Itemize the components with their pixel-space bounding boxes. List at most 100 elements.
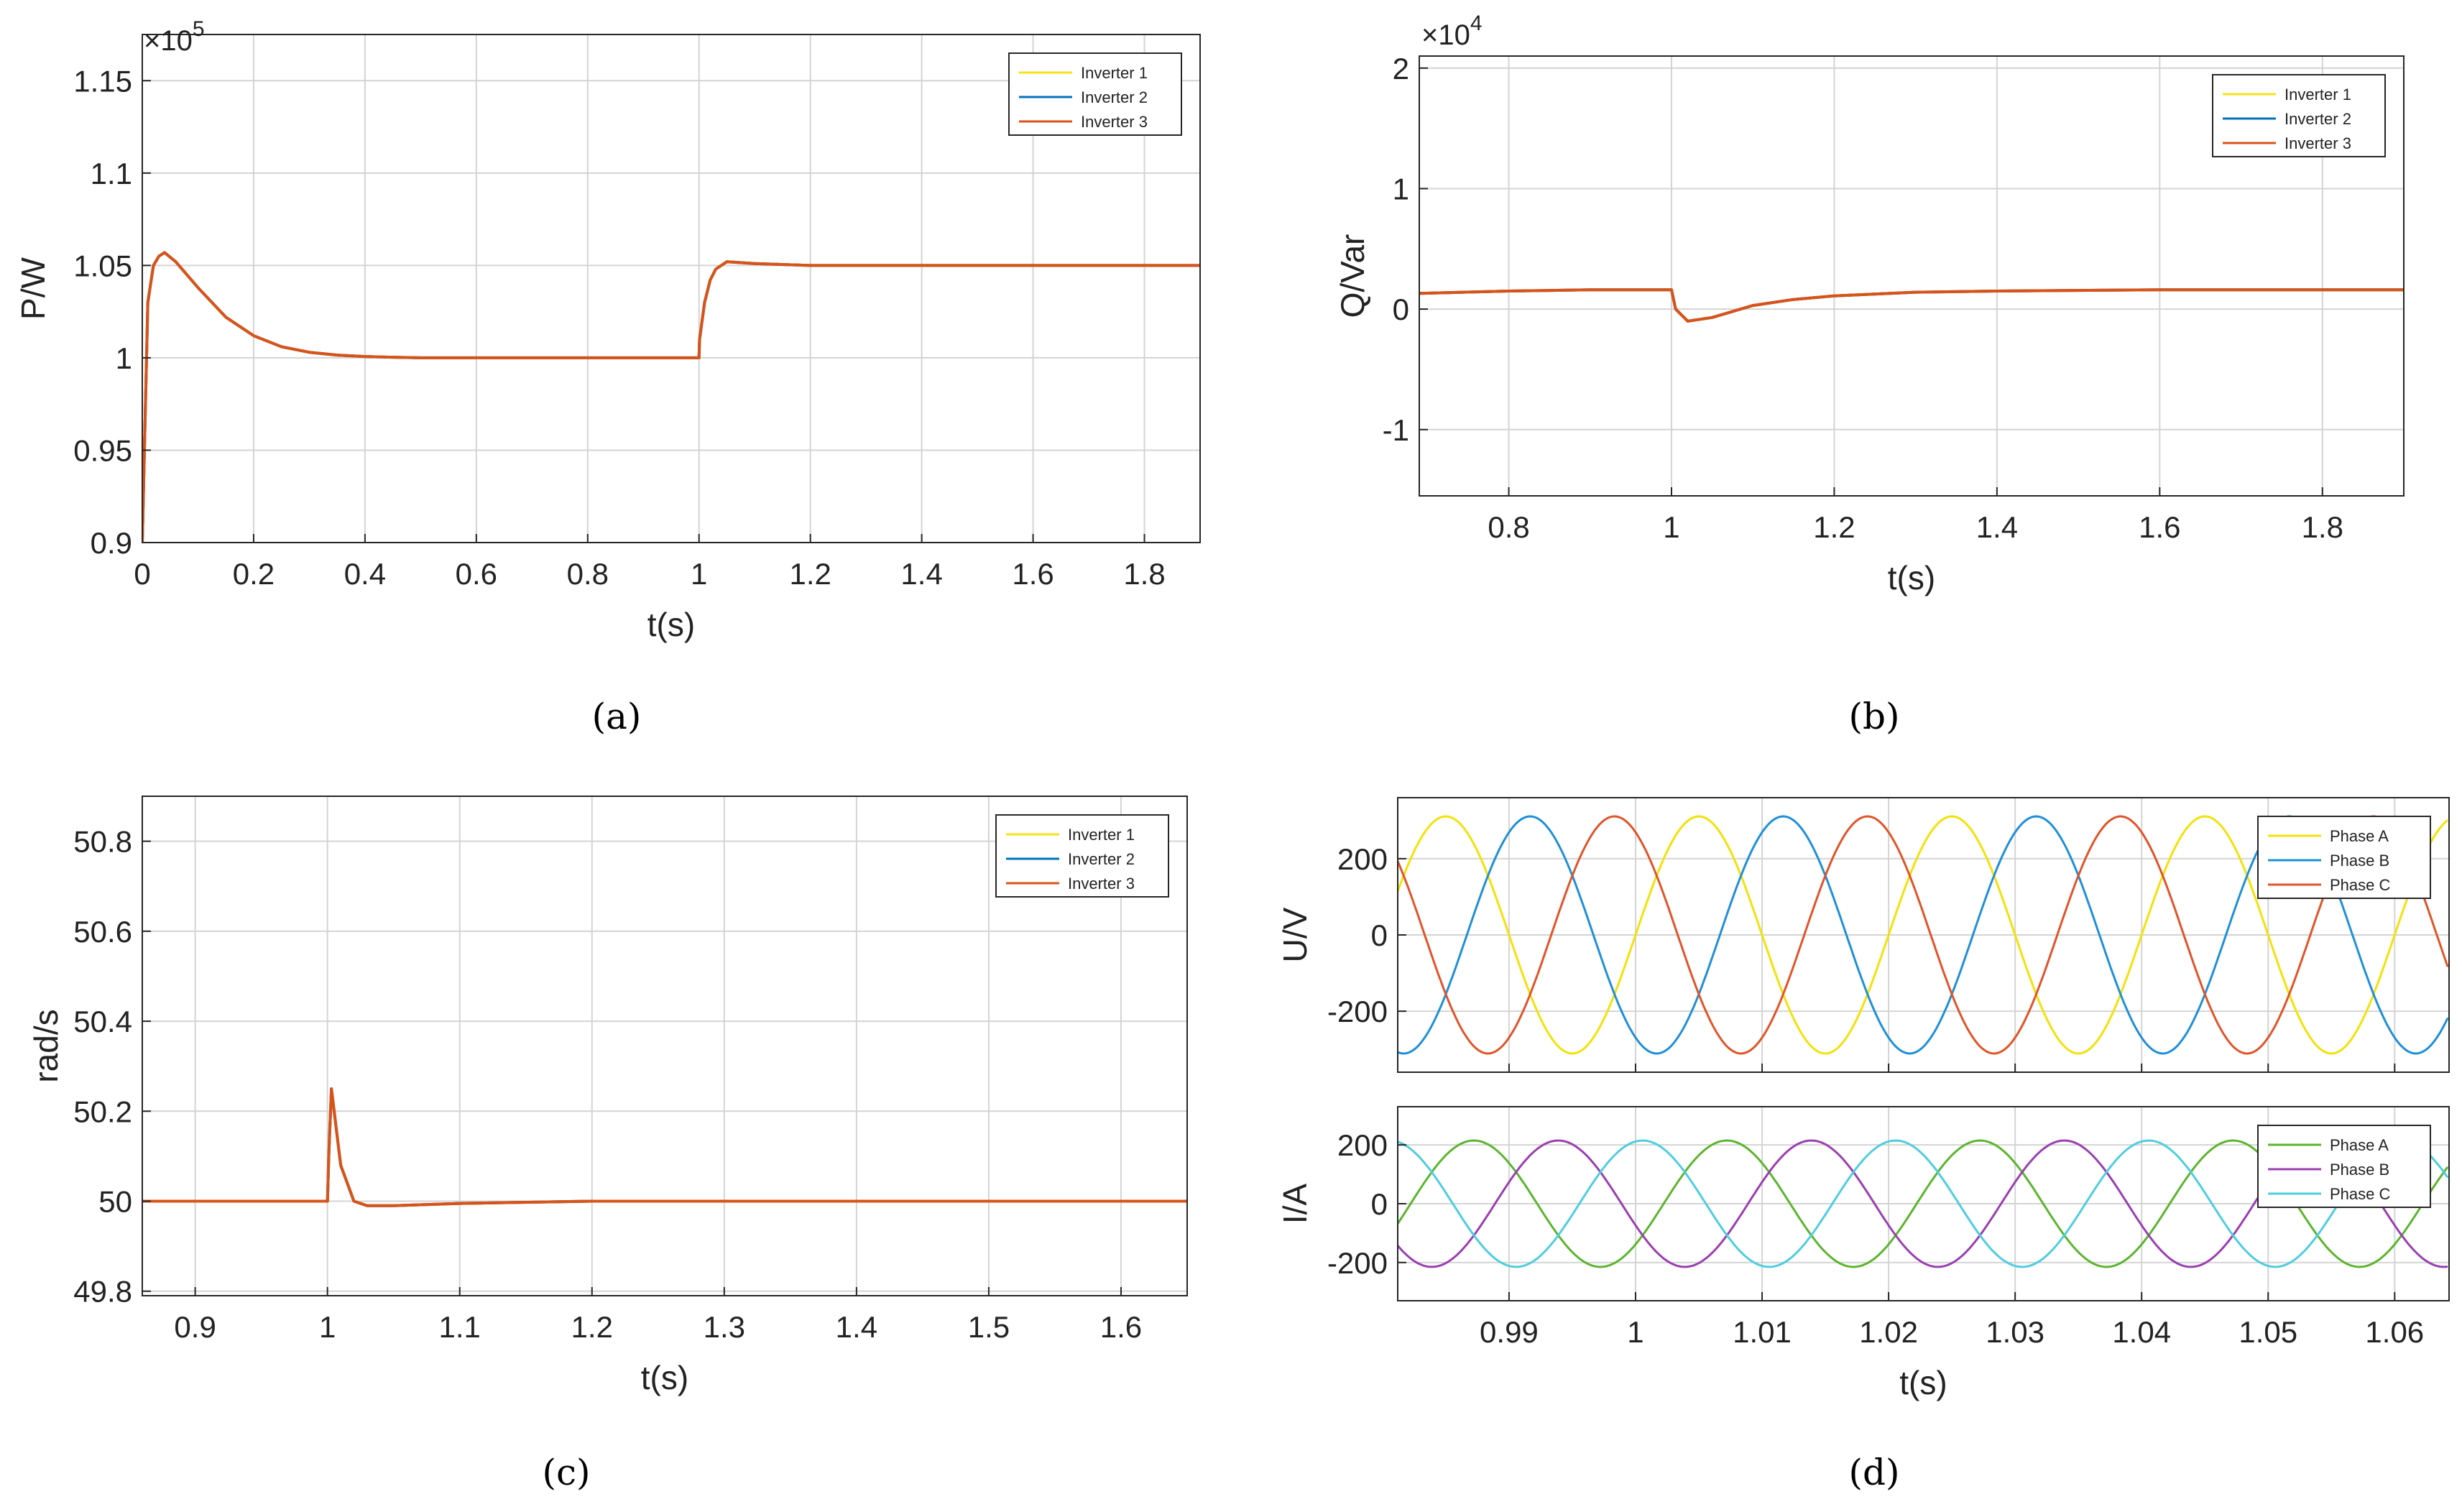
x-tick-label: 0.4	[344, 557, 386, 591]
y-tick-label: 50.4	[73, 1005, 132, 1038]
x-tick-label: 1.04	[2112, 1315, 2171, 1349]
y-tick-label: 0.9	[91, 526, 132, 560]
y-axis-label: I/A	[1276, 1184, 1314, 1225]
x-tick-label: 1.01	[1733, 1315, 1792, 1349]
chart-d_current: 0.99 1 1.01 1.02 1.03 1.04 1.05 1.06 -200 0 200 t(s…	[1276, 1106, 2450, 1401]
series-line-inverter-3	[142, 251, 1200, 543]
x-tick-label: 0	[134, 557, 150, 591]
legend: Phase A Phase B Phase C	[2257, 1125, 2431, 1208]
legend: Phase A Phase B Phase C	[2257, 816, 2431, 899]
x-tick-label: 1.2	[1813, 510, 1855, 544]
y-tick-label: 2	[1393, 52, 1409, 86]
legend-label: Inverter 3	[1081, 113, 1148, 131]
x-tick-label: 1.4	[836, 1310, 877, 1344]
x-tick-label: 0.8	[567, 557, 609, 591]
series-group	[142, 251, 1200, 543]
x-tick-label: 1.8	[1123, 557, 1165, 591]
x-tick-label: 0.9	[174, 1310, 216, 1344]
y-tick-label: 50.2	[73, 1094, 132, 1128]
y-tick-label: 200	[1337, 1128, 1388, 1162]
x-tick-label: 0.6	[456, 557, 497, 591]
y-tick-label: 50.8	[73, 825, 132, 859]
x-tick-label: 0.2	[233, 557, 275, 591]
x-tick-label: 0.8	[1488, 510, 1529, 544]
axes-box	[1419, 55, 2405, 497]
x-tick-label: 1.2	[789, 557, 831, 591]
legend-label: Inverter 1	[1081, 64, 1148, 82]
x-axis-label: t(s)	[641, 1359, 688, 1396]
x-tick-label: 1	[1663, 510, 1679, 544]
y-tick-label: 1.15	[73, 64, 132, 98]
legend-label: Inverter 2	[2285, 110, 2351, 128]
caption-d: (d)	[1848, 1452, 1900, 1493]
y-tick-label: 0.95	[73, 433, 132, 467]
axes-box	[142, 34, 1201, 543]
y-tick-label: 1	[1393, 172, 1409, 206]
caption-b: (b)	[1848, 696, 1900, 737]
x-axis-label: t(s)	[1888, 559, 1935, 596]
series-line-phase-a	[1398, 815, 2449, 1055]
x-tick-label: 1.6	[2139, 510, 2180, 544]
legend-label: Phase A	[2330, 827, 2389, 845]
x-tick-label: 1.05	[2239, 1315, 2297, 1349]
x-tick-label: 1	[319, 1310, 336, 1344]
y-exponent-base: ×10	[144, 25, 193, 57]
x-tick-label: 1.8	[2302, 510, 2343, 544]
y-tick-label: 50	[98, 1185, 132, 1219]
y-exponent-power: 5	[193, 17, 205, 41]
legend-label: Inverter 1	[1068, 826, 1135, 844]
legend-label: Phase B	[2330, 852, 2389, 870]
chart-c: 0.9 1 1.1 1.2 1.3 1.4 1.5 1.6 49.8 50 50.2 50.4 50.6…	[27, 796, 1188, 1396]
legend-label: Phase A	[2330, 1136, 2389, 1154]
series-group	[142, 1087, 1187, 1207]
chart-d_voltage: -200 0 200 U/V Phase A Phase B Phase C	[1276, 797, 2450, 1073]
legend-label: Inverter 2	[1081, 88, 1148, 106]
chart-b: 0.8 1 1.2 1.4 1.6 1.8 -1 0 1 2 t(s) Q/Var ×104 Invert…	[1334, 11, 2405, 596]
y-tick-label: 0	[1393, 292, 1409, 326]
legend-label: Phase C	[2330, 1185, 2390, 1203]
x-tick-label: 1.5	[968, 1310, 1010, 1344]
legend-label: Inverter 3	[2285, 134, 2351, 152]
y-axis-label: P/W	[14, 257, 52, 319]
y-axis-label: U/V	[1276, 907, 1314, 962]
legend-label: Phase B	[2330, 1161, 2389, 1179]
legend: Inverter 1 Inverter 2 Inverter 3	[995, 814, 1169, 898]
y-tick-label: 0	[1371, 918, 1388, 952]
x-tick-label: 1.3	[704, 1310, 745, 1344]
legend-label: Inverter 1	[2285, 86, 2351, 103]
x-tick-label: 1.2	[571, 1310, 613, 1344]
x-tick-label: 1.6	[1012, 557, 1054, 591]
x-tick-label: 1.6	[1100, 1310, 1142, 1344]
x-axis-label: t(s)	[1899, 1364, 1947, 1401]
x-tick-label: 1.1	[439, 1310, 481, 1344]
y-tick-label: 1	[116, 341, 132, 375]
legend: Inverter 1 Inverter 2 Inverter 3	[2212, 74, 2386, 157]
x-axis-label: t(s)	[647, 606, 695, 643]
x-tick-label: 1.4	[900, 557, 942, 591]
y-tick-label: 1.05	[73, 249, 132, 282]
x-tick-label: 1.03	[1986, 1315, 2044, 1349]
y-exponent-label: ×105	[144, 17, 205, 57]
y-tick-label: -200	[1327, 995, 1388, 1028]
y-tick-label: 49.8	[73, 1275, 132, 1309]
y-tick-label: -200	[1327, 1246, 1388, 1280]
caption-c: (c)	[542, 1452, 591, 1493]
legend: Inverter 1 Inverter 2 Inverter 3	[1008, 52, 1182, 136]
legend-label: Phase C	[2330, 876, 2390, 894]
y-exponent-label: ×104	[1421, 11, 1483, 51]
y-tick-label: -1	[1383, 413, 1409, 447]
y-axis-label: Q/Var	[1334, 234, 1371, 318]
legend-label: Inverter 2	[1068, 850, 1135, 868]
x-tick-label: 1.06	[2365, 1315, 2424, 1349]
x-tick-label: 0.99	[1480, 1315, 1539, 1349]
caption-a: (a)	[591, 696, 642, 737]
series-line-inverter-3	[142, 1087, 1187, 1207]
series-line-phase-c	[1398, 1139, 2449, 1268]
axes-box	[142, 796, 1188, 1296]
series-line-inverter-3	[1419, 288, 2404, 323]
y-tick-label: 200	[1337, 842, 1388, 876]
y-tick-label: 1.1	[91, 157, 132, 190]
y-tick-label: 0	[1371, 1187, 1388, 1221]
